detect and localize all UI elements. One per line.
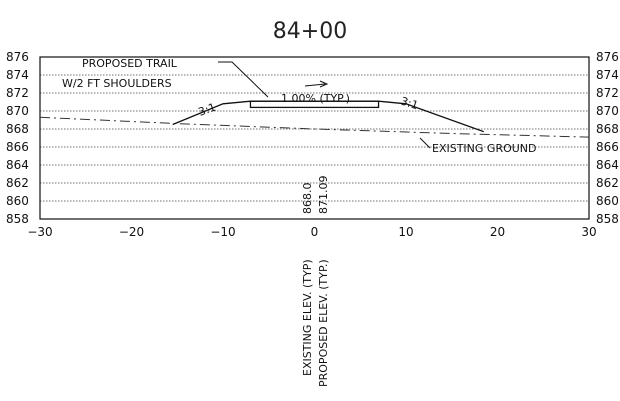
cross-slope-label: 1.00% (TYP.) xyxy=(281,92,350,105)
proposed-trail-label: PROPOSED TRAIL xyxy=(82,57,178,70)
x-tick-label: 0 xyxy=(311,225,319,239)
x-axis: −30 −20 −10 0 10 20 30 xyxy=(27,225,596,239)
cross-slope-arrow xyxy=(304,83,326,87)
y-tick-label: 874 xyxy=(6,68,29,82)
y-tick-label: 876 xyxy=(6,50,29,64)
y-tick-label: 872 xyxy=(6,86,29,100)
x-tick-label: 30 xyxy=(581,225,596,239)
y-tick-label: 858 xyxy=(6,212,29,226)
side-slope-left-label: 3:1 xyxy=(197,101,218,119)
y-tick-label: 864 xyxy=(596,158,619,172)
proposed-trail-leader xyxy=(218,61,269,98)
y-tick-label: 870 xyxy=(6,104,29,118)
y-tick-label: 876 xyxy=(596,50,619,64)
y-tick-label: 862 xyxy=(596,176,619,190)
existing-ground-label: EXISTING GROUND xyxy=(432,142,537,155)
y-tick-label: 862 xyxy=(6,176,29,190)
y-tick-label: 866 xyxy=(6,140,29,154)
existing-ground-line xyxy=(39,116,590,138)
proposed-section-line xyxy=(172,100,485,133)
x-tick-label: −20 xyxy=(119,225,144,239)
left-y-axis: 858 860 862 864 866 868 870 872 874 876 xyxy=(6,50,29,226)
proposed-elev-label: PROPOSED ELEV. (TYP.) xyxy=(317,259,330,387)
y-tick-label: 874 xyxy=(596,68,619,82)
y-tick-label: 864 xyxy=(6,158,29,172)
y-tick-label: 870 xyxy=(596,104,619,118)
plot-frame xyxy=(39,56,590,220)
y-tick-label: 868 xyxy=(6,122,29,136)
proposed-elev-value: 871.09 xyxy=(317,176,330,215)
y-tick-label: 866 xyxy=(596,140,619,154)
existing-elev-label: EXISTING ELEV. (TYP) xyxy=(301,259,314,376)
side-slope-right-label: 3:1 xyxy=(399,94,420,112)
x-tick-label: −30 xyxy=(27,225,52,239)
cross-slope-arrowhead xyxy=(319,80,329,88)
existing-elev-value: 868.0 xyxy=(301,183,314,215)
shoulders-label: W/2 FT SHOULDERS xyxy=(62,77,172,90)
station-title: 84+00 xyxy=(273,19,347,44)
existing-ground-leader xyxy=(419,137,431,149)
y-tick-label: 872 xyxy=(596,86,619,100)
right-y-axis: 858 860 862 864 866 868 870 872 874 876 xyxy=(596,50,619,226)
y-tick-label: 868 xyxy=(596,122,619,136)
x-tick-label: −10 xyxy=(210,225,235,239)
y-tick-label: 860 xyxy=(596,194,619,208)
x-tick-label: 20 xyxy=(490,225,505,239)
x-tick-label: 10 xyxy=(398,225,413,239)
y-tick-label: 860 xyxy=(6,194,29,208)
y-tick-label: 858 xyxy=(596,212,619,226)
trail-pad xyxy=(249,100,380,109)
